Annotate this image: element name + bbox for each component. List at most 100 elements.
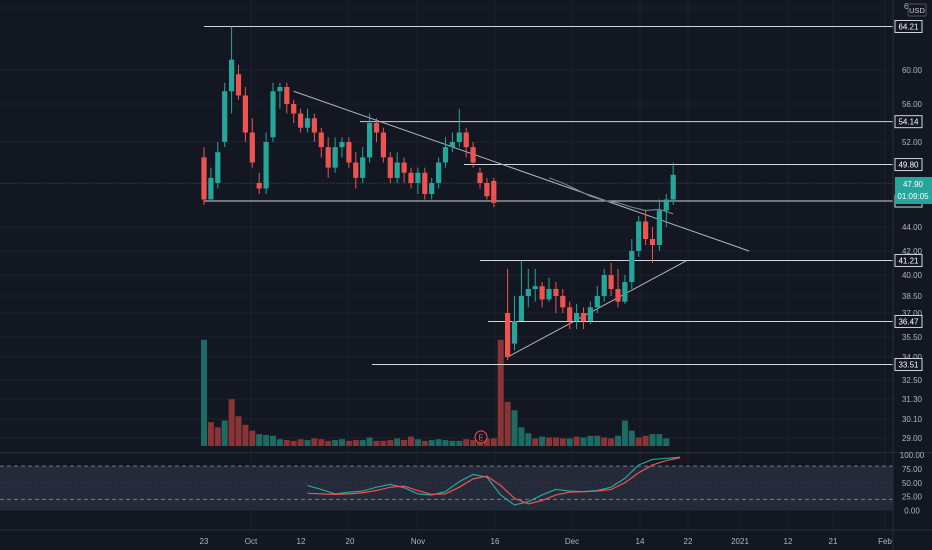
candle-body: [670, 174, 676, 200]
volume-bar: [428, 440, 435, 446]
candle-body: [608, 275, 614, 289]
candle-body: [325, 147, 331, 168]
stochastic-d-line: [307, 457, 681, 505]
price-tick-label: 31.30: [902, 395, 923, 404]
volume-bar: [615, 435, 621, 446]
volume-bar: [483, 438, 490, 446]
volume-bar: [649, 434, 656, 446]
time-tick-label: 16: [491, 537, 500, 546]
volume-bar: [511, 410, 518, 446]
candle-body: [249, 132, 255, 163]
level-label-box: [894, 314, 923, 328]
volume-bar: [414, 439, 421, 446]
volume-bar: [408, 436, 414, 446]
volume-bar: [373, 440, 380, 446]
volume-bar: [566, 438, 573, 446]
candle-body: [367, 123, 373, 158]
candle-body: [491, 180, 497, 203]
time-tick-label: 20: [346, 537, 355, 546]
volume-bar: [270, 435, 276, 446]
volume-bar: [311, 438, 318, 446]
level-label-box: [894, 253, 923, 267]
volume-bar: [421, 440, 428, 446]
candle-body: [408, 172, 414, 183]
earnings-marker-group[interactable]: E: [474, 430, 488, 444]
time-axis[interactable]: 23 Oct 12 20 Nov 16 Dec 14 22 2021 12 21 Feb: [200, 537, 893, 546]
stochastic-axis[interactable]: 100.00 75.00 50.00 25.00 0.00: [900, 451, 925, 516]
volume-bar: [635, 437, 642, 446]
candle-body: [394, 162, 400, 178]
candle-body: [477, 172, 483, 183]
level-label-box: [894, 158, 923, 172]
time-tick-label: 12: [784, 537, 793, 546]
volume-bar: [552, 437, 559, 446]
candle-body: [242, 95, 248, 133]
candle-body: [463, 132, 469, 148]
candle-body: [201, 157, 207, 200]
price-tick-label: 40.00: [902, 271, 923, 280]
volume-bar: [263, 434, 270, 446]
candle-body: [373, 123, 380, 133]
candle-body: [401, 162, 407, 173]
level-label: 33.51: [898, 361, 919, 370]
stochastic-pane: [0, 456, 893, 511]
volume-bar: [628, 430, 635, 446]
candle-body: [518, 296, 524, 321]
candle-body: [346, 142, 352, 163]
volume-bar: [249, 430, 256, 446]
stochastic-tick-label: 25.00: [902, 493, 923, 502]
candle-body: [636, 221, 642, 251]
price-tick-label: 56.00: [902, 100, 923, 109]
volume-bar: [663, 438, 670, 446]
volume-bar: [304, 440, 311, 446]
candle-body: [215, 152, 221, 183]
price-tick-label: 29.00: [902, 434, 923, 443]
time-tick-label: 22: [684, 537, 693, 546]
current-price-tag-bg: [895, 177, 932, 204]
current-price-tag: 47.90 01:09:05: [895, 177, 932, 204]
volume-bar: [221, 420, 228, 446]
stochastic-tick-label: 100.00: [900, 451, 925, 460]
candle-body: [298, 113, 304, 128]
candle-body: [284, 87, 290, 104]
horizontal-levels[interactable]: [204, 25, 893, 366]
earnings-marker-circle[interactable]: [474, 430, 488, 444]
level-label: 54.14: [898, 118, 919, 127]
volume-bar: [435, 439, 442, 446]
volume-bar: [325, 440, 332, 446]
candle-body: [339, 142, 345, 148]
candle-body: [291, 104, 297, 114]
candle-body: [208, 177, 214, 200]
candle-body: [456, 132, 462, 142]
candle-body: [525, 289, 531, 296]
volume-bar: [318, 439, 325, 446]
candle-body: [442, 147, 449, 163]
candle-body: [553, 289, 559, 296]
volume-bar: [345, 440, 352, 446]
volume-bar: [235, 416, 242, 446]
level-label: 49.80: [898, 161, 919, 170]
stochastic-band: [0, 466, 893, 511]
countdown-label: 01:09:05: [897, 192, 929, 201]
volume-bar: [580, 437, 587, 446]
candle-body: [422, 172, 428, 194]
price-axis[interactable]: 60.0056.0052.0048.0044.0042.0040.0038.50…: [902, 66, 923, 443]
volume-bar: [228, 399, 235, 446]
grid: [0, 0, 893, 530]
volume-bar: [283, 440, 290, 446]
volume-bar: [490, 438, 497, 446]
earnings-marker[interactable]: E: [478, 434, 483, 443]
volume-bar: [449, 440, 456, 446]
candle-body: [511, 321, 518, 344]
volume-bar: [546, 437, 552, 446]
volume-bar: [470, 440, 477, 446]
volume-bar: [601, 437, 608, 446]
currency-badge[interactable]: 6 USD: [904, 2, 927, 17]
candle-body: [277, 87, 283, 92]
candle-body: [270, 91, 276, 138]
moving-average-line: [548, 177, 674, 215]
volume-bar: [497, 339, 504, 446]
candle-body: [318, 132, 324, 148]
candle-body: [560, 296, 566, 308]
